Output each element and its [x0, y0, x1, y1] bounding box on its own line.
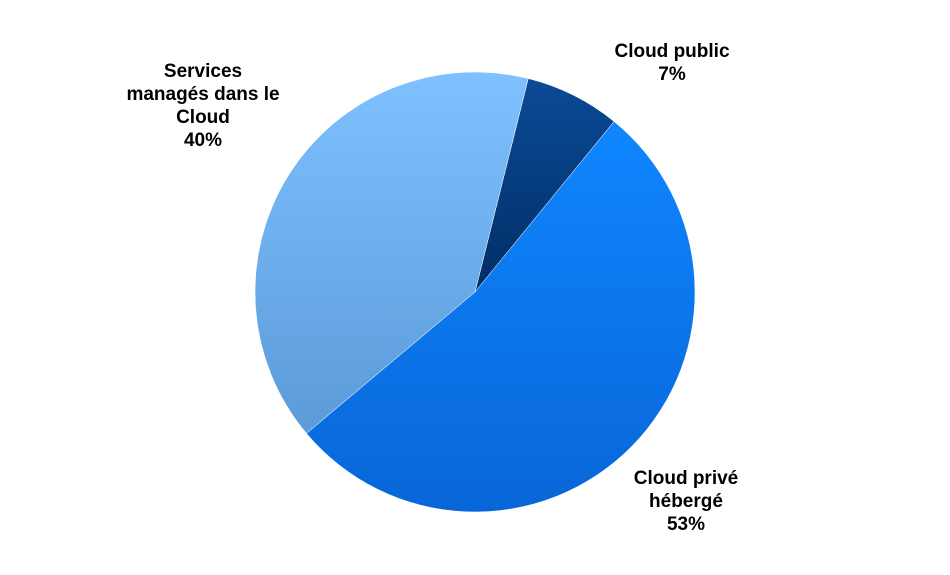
slice-value-label: 53%	[667, 514, 705, 535]
pie-slice-3	[254, 71, 529, 434]
slice-label-1: Cloud public 7%	[614, 41, 729, 85]
slice-label-3: Services managés dans le Cloud 40%	[126, 61, 279, 151]
slice-name-line: Services	[164, 61, 242, 82]
slice-value-label: 40%	[184, 130, 222, 151]
pie-slices	[254, 71, 696, 513]
slice-name-line: Cloud public	[614, 41, 729, 62]
slice-name-line: hébergé	[649, 491, 723, 512]
slice-name-line: managés dans le	[126, 84, 279, 105]
slice-label-2: Cloud privé hébergé 53%	[634, 468, 739, 535]
slice-name-line: Cloud privé	[634, 468, 739, 489]
pie-slice-2	[306, 121, 696, 513]
slice-value-label: 7%	[658, 64, 686, 85]
slice-name-line: Cloud	[176, 107, 230, 128]
pie-labels: Cloud public 7% Cloud privé hébergé 53% Servi…	[126, 41, 738, 535]
